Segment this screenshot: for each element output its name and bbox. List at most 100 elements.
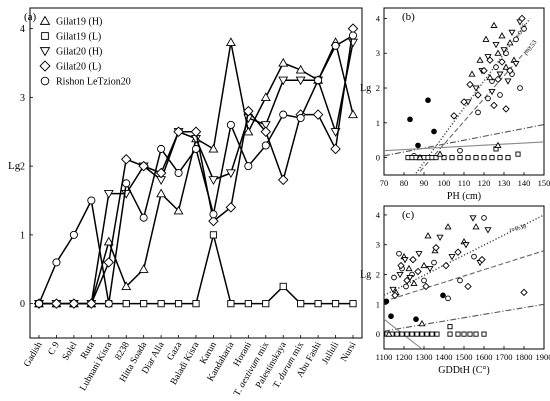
b-point-triangle-up bbox=[498, 32, 506, 39]
point-gilat20-l bbox=[330, 143, 341, 155]
panel-a-x-tick-label-gadish: Gadish bbox=[22, 340, 44, 369]
b-point-diamond bbox=[498, 58, 506, 66]
b-point-diamond bbox=[450, 112, 458, 120]
point-gilat20-h bbox=[208, 176, 219, 185]
point-gilat19-l bbox=[122, 300, 130, 308]
panel-b-ticks: 70 80 90 100 110 120 130 140 150 0 1 2 3 4 bbox=[376, 13, 550, 188]
point-gilat19-h bbox=[208, 143, 219, 153]
b-point-diamond bbox=[490, 101, 498, 110]
c-x-tick-label: 1200 bbox=[396, 352, 413, 362]
legend-label-rishon-letzion20: Rishon LeTzion20 bbox=[56, 77, 131, 88]
c-point-square bbox=[447, 324, 453, 330]
c-point-circle-filled bbox=[413, 316, 419, 323]
b-point-square bbox=[465, 155, 471, 161]
panel-a-y-ticks: 0 1 2 3 4 bbox=[20, 24, 33, 310]
b-x-tick-label: 140 bbox=[518, 178, 531, 188]
b-point-circle bbox=[475, 109, 481, 116]
c-point-diamond bbox=[403, 276, 411, 285]
c-x-tick-label: 1300 bbox=[416, 352, 433, 362]
b-point-triangle-up bbox=[494, 141, 502, 148]
b-point-square bbox=[481, 155, 487, 161]
point-gilat20-h bbox=[260, 121, 271, 130]
c-fit-line-dotted bbox=[384, 214, 544, 297]
b-point-circle bbox=[513, 36, 519, 43]
b-point-circle bbox=[485, 95, 491, 102]
c-point-triangle-up bbox=[444, 223, 452, 230]
c-x-tick-label: 1100 bbox=[376, 352, 393, 362]
point-gilat19-h bbox=[173, 205, 184, 215]
c-point-square bbox=[481, 331, 487, 337]
point-gilat20-l bbox=[155, 167, 167, 179]
legend-marker-gilat19-l bbox=[41, 32, 49, 40]
series-line-gilat19-l bbox=[39, 234, 353, 305]
point-gilat19-l bbox=[244, 300, 252, 308]
c-point-square bbox=[461, 331, 467, 337]
point-gilat20-l bbox=[190, 126, 202, 138]
point-gilat20-l bbox=[68, 298, 80, 309]
point-gilat20-l bbox=[312, 109, 324, 120]
c-point-triangle-down bbox=[469, 215, 477, 222]
b-point-triangle-down bbox=[472, 85, 480, 92]
b-y-tick-label: 2 bbox=[376, 83, 380, 93]
b-point-triangle-down bbox=[500, 47, 508, 54]
point-rishon-letzion20 bbox=[279, 110, 288, 119]
b-point-circle-filled bbox=[415, 142, 421, 149]
c-point-circle bbox=[421, 277, 427, 284]
c-point-square bbox=[424, 331, 430, 337]
panel-c-x-axis-label: GDDtH (C°) bbox=[438, 365, 490, 376]
point-gilat19-h bbox=[103, 236, 114, 246]
c-point-circle bbox=[396, 250, 402, 257]
c-point-diamond bbox=[432, 243, 440, 252]
c-point-triangle-up bbox=[385, 330, 393, 337]
b-point-triangle-down bbox=[492, 41, 500, 49]
b-point-triangle-down bbox=[504, 78, 512, 85]
c-y-tick-label: 4 bbox=[376, 210, 381, 220]
c-point-square bbox=[447, 331, 453, 337]
c-y-tick-label: 1 bbox=[376, 299, 380, 309]
c-point-diamond bbox=[520, 288, 528, 297]
c-point-square bbox=[414, 331, 420, 337]
point-gilat19-h bbox=[348, 109, 358, 119]
point-gilat20-l bbox=[86, 298, 97, 309]
point-gilat19-l bbox=[331, 300, 340, 308]
b-point-triangle-up bbox=[482, 35, 490, 42]
series-gilat19-l bbox=[35, 231, 357, 308]
c-point-square bbox=[455, 331, 461, 337]
point-rishon-letzion20 bbox=[104, 299, 113, 308]
c-x-tick-label: 1500 bbox=[456, 352, 473, 362]
b-point-square bbox=[441, 155, 447, 161]
b-point-triangle-down bbox=[484, 54, 492, 61]
point-rishon-letzion20 bbox=[122, 179, 131, 188]
c-point-circle bbox=[457, 277, 463, 284]
c-point-circle-filled bbox=[383, 298, 390, 305]
panel-a-axes bbox=[29, 7, 363, 339]
point-gilat20-l bbox=[51, 298, 62, 309]
point-rishon-letzion20 bbox=[191, 144, 201, 153]
b-y-tick-label: 0 bbox=[376, 153, 380, 163]
c-y-tick-label: 0 bbox=[376, 329, 380, 339]
b-point-diamond bbox=[502, 105, 510, 113]
b-point-diamond bbox=[494, 75, 502, 84]
c-x-tick-label: 1600 bbox=[476, 352, 493, 362]
b-point-circle-filled bbox=[431, 128, 437, 135]
point-gilat19-h bbox=[225, 37, 236, 46]
c-point-circle bbox=[481, 215, 487, 221]
panel-b-annotation-r053: r=0.53 bbox=[523, 39, 539, 57]
legend-label-gilat20-h: Gilat20 (H) bbox=[56, 47, 102, 58]
point-gilat19-l bbox=[279, 282, 287, 291]
c-x-tick-label: 1800 bbox=[516, 352, 533, 362]
b-point-square bbox=[433, 155, 439, 161]
c-point-diamond bbox=[454, 248, 462, 256]
panel-a-legend: Gilat19 (H) Gilat19 (L) Gilat20 (H) Gilat20… bbox=[39, 15, 131, 88]
point-rishon-letzion20 bbox=[52, 258, 61, 267]
b-point-triangle-up bbox=[416, 153, 424, 161]
b-point-circle bbox=[517, 85, 523, 91]
point-gilat19-h bbox=[295, 64, 306, 74]
point-rishon-letzion20 bbox=[157, 144, 166, 153]
c-point-square bbox=[399, 331, 405, 337]
b-point-diamond bbox=[506, 66, 514, 75]
b-point-square bbox=[515, 151, 521, 157]
point-gilat19-l bbox=[262, 300, 270, 308]
point-gilat20-l bbox=[260, 126, 272, 138]
